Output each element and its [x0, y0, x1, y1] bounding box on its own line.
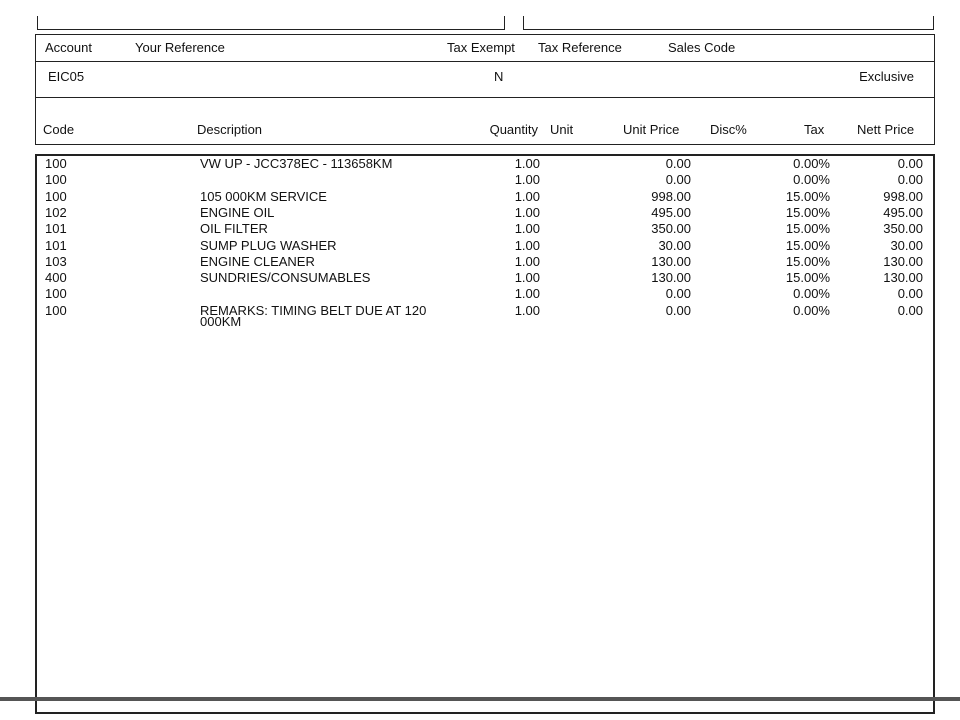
cell-nett-price: 0.00 [897, 156, 923, 171]
label-tax-reference: Tax Reference [538, 40, 622, 55]
cell-description: OIL FILTER [200, 221, 268, 237]
cell-tax: 0.00% [793, 302, 830, 318]
label-your-reference: Your Reference [135, 40, 225, 55]
col-unit-price: Unit Price [623, 122, 680, 137]
cell-unit-price: 130.00 [651, 253, 691, 269]
cell-description: ENGINE OIL [200, 204, 275, 220]
info-divider [35, 61, 935, 62]
cell-code: 101 [45, 237, 67, 253]
cell-code: 100 [45, 172, 67, 188]
cell-tax: 0.00% [793, 156, 830, 171]
cell-nett-price: 130.00 [883, 270, 923, 286]
col-unit: Unit [550, 122, 574, 137]
cell-description: REMARKS: TIMING BELT DUE AT 120 000KM [200, 302, 427, 329]
cell-description: SUNDRIES/CONSUMABLES [200, 270, 371, 286]
tax-exempt-value: N [494, 69, 504, 84]
cell-code: 100 [45, 286, 67, 302]
column-header-box [35, 97, 935, 145]
cell-quantity: 1.00 [514, 188, 540, 204]
cell-quantity: 1.00 [514, 204, 540, 220]
cell-code: 100 [45, 188, 67, 204]
cell-quantity: 1.00 [514, 253, 540, 269]
cell-quantity: 1.00 [514, 286, 540, 302]
cell-quantity: 1.00 [514, 270, 540, 286]
cell-unit-price: 0.00 [665, 286, 691, 302]
cell-tax: 15.00% [785, 237, 830, 253]
col-disc: Disc% [710, 122, 747, 137]
line-items-box [35, 154, 935, 714]
cell-nett-price: 495.00 [883, 204, 923, 220]
cell-quantity: 1.00 [514, 172, 540, 188]
cell-nett-price: 0.00 [897, 302, 923, 318]
cell-code: 102 [45, 204, 67, 220]
cell-unit-price: 350.00 [651, 221, 691, 237]
col-code: Code [43, 122, 75, 137]
cell-unit-price: 30.00 [658, 237, 691, 253]
cell-description: ENGINE CLEANER [200, 253, 315, 269]
cell-tax: 0.00% [793, 286, 830, 302]
cell-code: 100 [45, 156, 67, 171]
cell-unit-price: 0.00 [665, 172, 691, 188]
cell-nett-price: 30.00 [890, 237, 923, 253]
col-description: Description [197, 122, 263, 137]
cell-description: 105 000KM SERVICE [200, 188, 327, 204]
cell-nett-price: 0.00 [897, 172, 923, 188]
cell-quantity: 1.00 [514, 221, 540, 237]
cell-tax: 15.00% [785, 253, 830, 269]
cell-tax: 15.00% [785, 221, 830, 237]
label-tax-exempt: Tax Exempt [447, 40, 515, 55]
label-sales-code: Sales Code [668, 40, 736, 55]
page-edge [0, 697, 960, 701]
cell-code: 400 [45, 270, 67, 286]
cell-tax: 15.00% [785, 204, 830, 220]
cell-description: VW UP - JCC378EC - 113658KM [200, 156, 393, 171]
cell-quantity: 1.00 [514, 156, 540, 171]
cell-unit-price: 130.00 [651, 270, 691, 286]
cell-nett-price: 350.00 [883, 221, 923, 237]
cell-quantity: 1.00 [514, 237, 540, 253]
col-quantity: Quantity [489, 122, 538, 137]
cell-code: 103 [45, 253, 67, 269]
cell-quantity: 1.00 [514, 302, 540, 318]
cell-unit-price: 495.00 [651, 204, 691, 220]
cell-code: 100 [45, 302, 67, 318]
cell-code: 101 [45, 221, 67, 237]
cell-nett-price: 130.00 [883, 253, 923, 269]
cell-description: SUMP PLUG WASHER [200, 237, 337, 253]
cell-unit-price: 998.00 [651, 188, 691, 204]
cell-nett-price: 0.00 [897, 286, 923, 302]
cell-nett-price: 998.00 [883, 188, 923, 204]
tax-mode-value: Exclusive [859, 69, 914, 84]
label-account: Account [45, 40, 92, 55]
top-left-box [37, 16, 505, 30]
col-tax: Tax [804, 122, 825, 137]
cell-unit-price: 0.00 [665, 302, 691, 318]
account-value: EIC05 [48, 69, 85, 84]
col-nett-price: Nett Price [857, 122, 915, 137]
cell-tax: 15.00% [785, 270, 830, 286]
cell-tax: 15.00% [785, 188, 830, 204]
top-right-box [523, 16, 934, 30]
cell-tax: 0.00% [793, 172, 830, 188]
cell-unit-price: 0.00 [665, 156, 691, 171]
